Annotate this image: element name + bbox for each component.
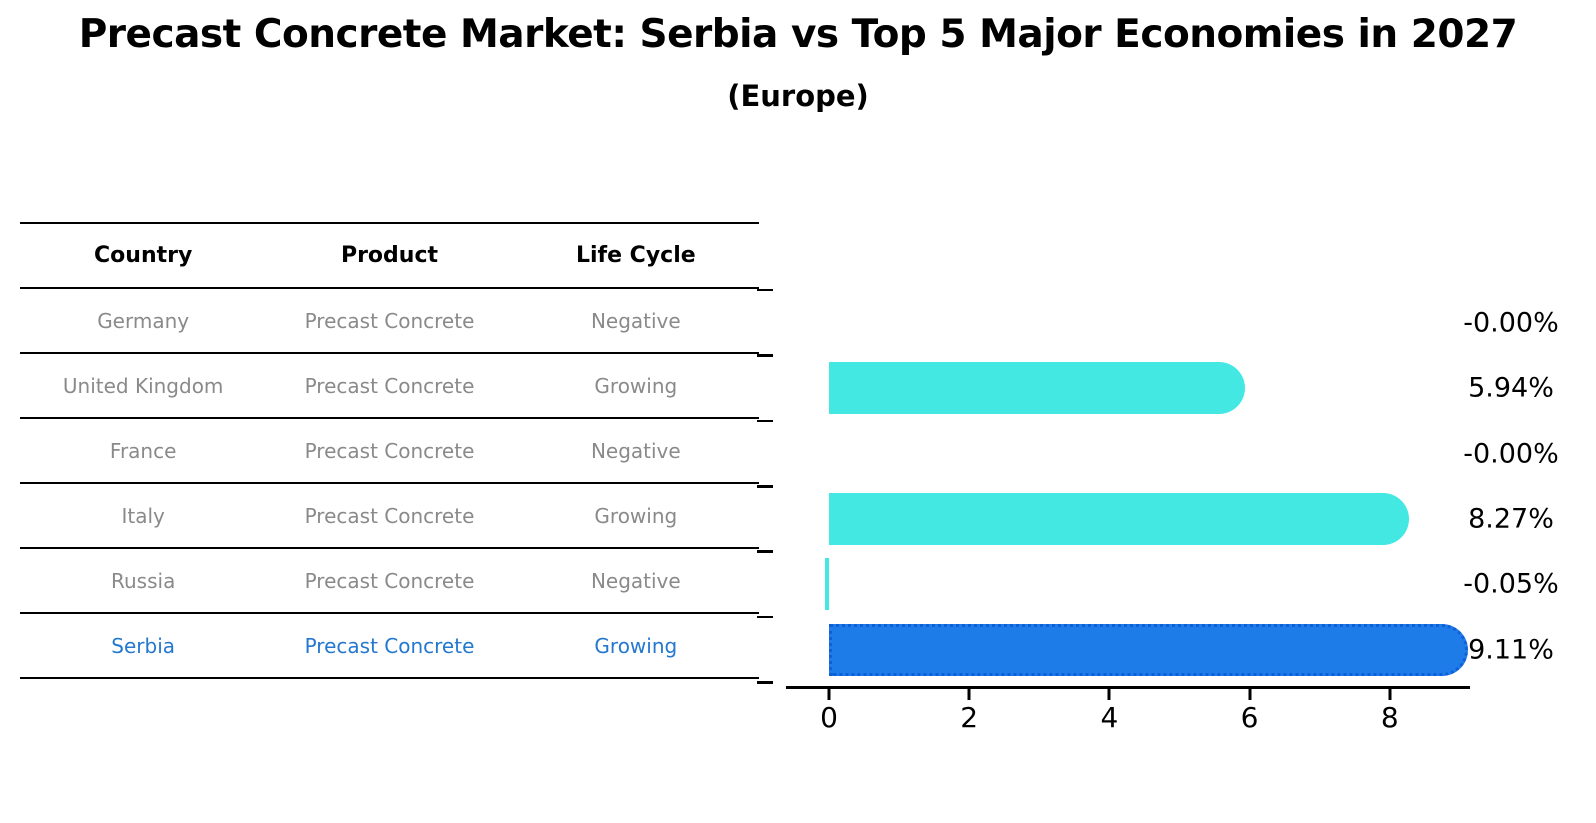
table-row-italy: Italy Precast Concrete Growing (20, 484, 759, 549)
x-axis-tick-label: 6 (1240, 701, 1259, 734)
value-label-serbia: 9.11% (1468, 634, 1554, 666)
x-axis-tick (1248, 689, 1252, 700)
x-axis-tick (967, 689, 971, 700)
bar-italy (829, 492, 1409, 545)
x-axis-tick (1107, 689, 1111, 700)
bar-united-kingdom (829, 362, 1246, 415)
table-row-russia: Russia Precast Concrete Negative (20, 549, 759, 614)
x-axis-tick-label: 4 (1100, 701, 1119, 734)
bar-russia (825, 558, 829, 611)
cell-lifecycle: Growing (594, 503, 678, 528)
category-boundary-tick (757, 615, 773, 619)
value-label-france: -0.00% (1463, 438, 1559, 469)
table-body: Germany Precast Concrete Negative United Ki… (20, 289, 759, 679)
table-row-united-kingdom: United Kingdom Precast Concrete Growing (20, 354, 759, 419)
table-row-serbia: Serbia Precast Concrete Growing (20, 614, 759, 679)
cell-country: Russia (111, 568, 176, 593)
category-boundary-tick (757, 681, 773, 684)
cell-lifecycle: Negative (590, 568, 681, 593)
table-header-product: Product (340, 243, 439, 268)
cell-country: Italy (121, 503, 165, 528)
cell-country: Germany (97, 308, 190, 333)
table-header-country: Country (94, 243, 193, 268)
value-label-italy: 8.27% (1468, 503, 1554, 535)
category-boundary-tick (757, 485, 773, 488)
x-axis-tick-label: 8 (1380, 701, 1399, 734)
bar-serbia (829, 623, 1468, 676)
value-label-germany: -0.00% (1463, 307, 1559, 339)
category-boundary-tick (757, 288, 773, 292)
table-row-france: France Precast Concrete Negative (20, 419, 759, 484)
table-header-row: Country Product Life Cycle (20, 224, 759, 289)
cell-product: Precast Concrete (304, 568, 475, 593)
cell-lifecycle: Growing (594, 373, 678, 398)
table-header-lifecycle: Life Cycle (575, 243, 696, 268)
cell-lifecycle: Growing (594, 633, 678, 658)
cell-country: France (109, 438, 177, 463)
chart-subtitle: (Europe) (727, 79, 869, 113)
category-boundary-tick (757, 354, 773, 357)
cell-product: Precast Concrete (304, 633, 475, 658)
cell-product: Precast Concrete (304, 373, 475, 398)
value-label-russia: -0.05% (1463, 568, 1559, 600)
cell-country: Serbia (111, 633, 176, 658)
category-boundary-tick (757, 419, 773, 423)
comparison-table: Country Product Life Cycle Germany Precas… (20, 222, 759, 679)
x-axis-line (786, 686, 1470, 689)
x-axis-tick (1388, 689, 1392, 700)
cell-country: United Kingdom (62, 373, 224, 398)
x-axis-tick (827, 689, 831, 700)
cell-product: Precast Concrete (304, 503, 475, 528)
cell-product: Precast Concrete (304, 438, 475, 463)
x-axis-tick-label: 2 (960, 701, 979, 734)
table-row-germany: Germany Precast Concrete Negative (20, 289, 759, 354)
value-label-united-kingdom: 5.94% (1468, 372, 1554, 404)
cell-product: Precast Concrete (304, 308, 475, 333)
cell-lifecycle: Negative (590, 438, 681, 463)
x-axis-tick-label: 0 (820, 701, 838, 734)
category-boundary-tick (757, 550, 773, 553)
cell-lifecycle: Negative (590, 308, 681, 333)
chart-title: Precast Concrete Market: Serbia vs Top 5… (78, 12, 1518, 57)
